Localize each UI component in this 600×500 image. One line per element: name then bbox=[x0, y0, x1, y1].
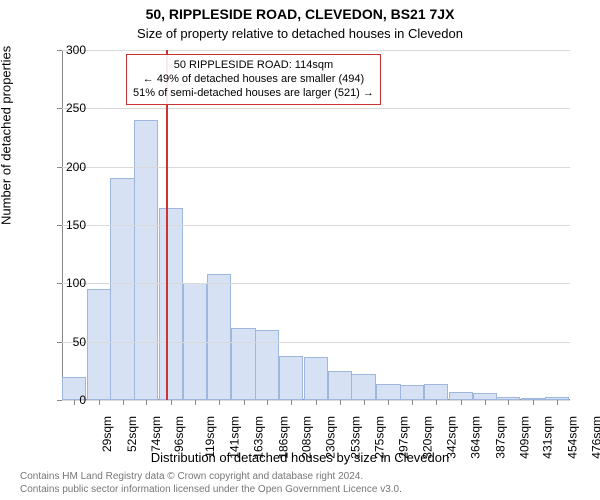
xtick-mark bbox=[99, 400, 100, 405]
xtick-label: 96sqm bbox=[172, 416, 186, 452]
xtick-mark bbox=[508, 400, 509, 405]
chart-title-sub: Size of property relative to detached ho… bbox=[0, 26, 600, 41]
histogram-bar bbox=[134, 120, 158, 400]
histogram-bar bbox=[328, 371, 352, 400]
xtick-mark bbox=[195, 400, 196, 405]
xtick-label: 186sqm bbox=[276, 416, 290, 459]
xtick-mark bbox=[146, 400, 147, 405]
ytick-label: 50 bbox=[46, 335, 86, 349]
histogram-bar bbox=[376, 384, 400, 400]
histogram-bar bbox=[159, 208, 183, 401]
annotation-line: 50 RIPPLESIDE ROAD: 114sqm bbox=[133, 59, 374, 73]
xtick-label: 476sqm bbox=[590, 416, 600, 459]
histogram-bar bbox=[449, 392, 473, 400]
xtick-mark bbox=[533, 400, 534, 405]
histogram-bar bbox=[424, 384, 448, 400]
annotation-line: ← 49% of detached houses are smaller (49… bbox=[133, 73, 374, 87]
xtick-label: 454sqm bbox=[566, 416, 580, 459]
histogram-bar bbox=[304, 357, 328, 400]
xtick-label: 431sqm bbox=[541, 416, 555, 459]
footer-line1: Contains HM Land Registry data © Crown c… bbox=[20, 471, 402, 484]
chart-title-main: 50, RIPPLESIDE ROAD, CLEVEDON, BS21 7JX bbox=[0, 6, 600, 22]
xtick-label: 208sqm bbox=[300, 416, 314, 459]
annotation-box: 50 RIPPLESIDE ROAD: 114sqm← 49% of detac… bbox=[126, 54, 381, 105]
xtick-mark bbox=[364, 400, 365, 405]
xtick-mark bbox=[461, 400, 462, 405]
xtick-mark bbox=[388, 400, 389, 405]
xtick-label: 119sqm bbox=[203, 416, 217, 458]
histogram-bar bbox=[110, 178, 134, 400]
histogram-bar bbox=[87, 289, 111, 400]
xtick-label: 230sqm bbox=[324, 416, 338, 459]
xtick-label: 364sqm bbox=[469, 416, 483, 459]
plot-area: 50 RIPPLESIDE ROAD: 114sqm← 49% of detac… bbox=[62, 50, 570, 400]
histogram-bar bbox=[207, 274, 231, 400]
xtick-label: 409sqm bbox=[517, 416, 531, 459]
xtick-label: 342sqm bbox=[445, 416, 459, 459]
xtick-mark bbox=[171, 400, 172, 405]
xtick-label: 163sqm bbox=[251, 416, 265, 459]
chart-container: 50, RIPPLESIDE ROAD, CLEVEDON, BS21 7JX … bbox=[0, 0, 600, 500]
xtick-mark bbox=[557, 400, 558, 405]
xtick-label: 253sqm bbox=[349, 416, 363, 459]
ytick-label: 100 bbox=[46, 276, 86, 290]
ytick-label: 150 bbox=[46, 218, 86, 232]
xtick-mark bbox=[244, 400, 245, 405]
gridline bbox=[62, 50, 570, 51]
xtick-label: 297sqm bbox=[396, 416, 410, 459]
xtick-mark bbox=[267, 400, 268, 405]
xtick-mark bbox=[485, 400, 486, 405]
gridline bbox=[62, 225, 570, 226]
xtick-label: 141sqm bbox=[228, 416, 242, 459]
xtick-mark bbox=[412, 400, 413, 405]
xtick-label: 275sqm bbox=[372, 416, 386, 459]
histogram-bar bbox=[351, 374, 375, 400]
histogram-bar bbox=[279, 356, 303, 400]
gridline bbox=[62, 283, 570, 284]
xtick-mark bbox=[316, 400, 317, 405]
y-axis-label: Number of detached properties bbox=[0, 46, 14, 225]
gridline bbox=[62, 108, 570, 109]
xtick-label: 52sqm bbox=[125, 416, 139, 452]
xtick-mark bbox=[219, 400, 220, 405]
ytick-label: 250 bbox=[46, 101, 86, 115]
annotation-line: 51% of semi-detached houses are larger (… bbox=[133, 87, 374, 101]
histogram-bar bbox=[473, 393, 497, 400]
gridline bbox=[62, 342, 570, 343]
footer-line2: Contains public sector information licen… bbox=[20, 484, 402, 497]
xtick-mark bbox=[340, 400, 341, 405]
xtick-label: 320sqm bbox=[421, 416, 435, 459]
xtick-mark bbox=[123, 400, 124, 405]
ytick-label: 200 bbox=[46, 160, 86, 174]
ytick-label: 0 bbox=[46, 393, 86, 407]
gridline bbox=[62, 167, 570, 168]
histogram-bar bbox=[231, 328, 255, 400]
histogram-bar bbox=[400, 385, 424, 400]
xtick-mark bbox=[436, 400, 437, 405]
xtick-mark bbox=[291, 400, 292, 405]
xtick-label: 29sqm bbox=[100, 416, 114, 452]
footer-attribution: Contains HM Land Registry data © Crown c… bbox=[20, 471, 402, 496]
histogram-bar bbox=[255, 330, 279, 400]
xtick-label: 74sqm bbox=[149, 416, 163, 452]
ytick-label: 300 bbox=[46, 43, 86, 57]
xtick-label: 387sqm bbox=[494, 416, 508, 459]
